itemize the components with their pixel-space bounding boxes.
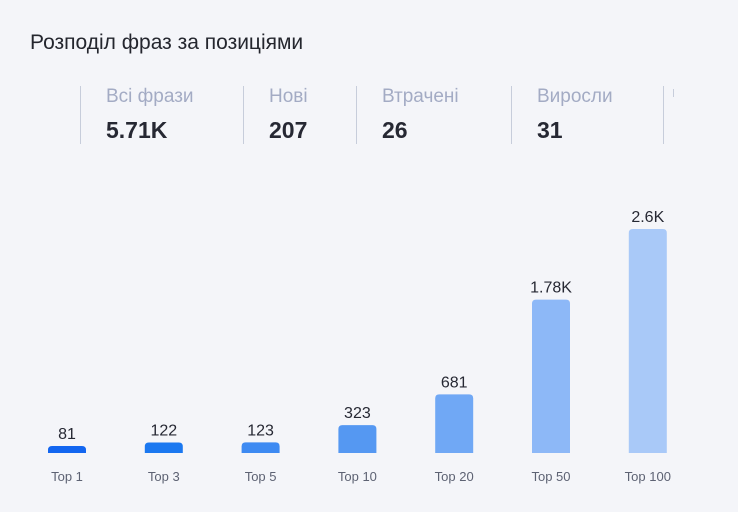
bar-top-100[interactable] bbox=[628, 229, 667, 453]
data-label: 1.78K bbox=[530, 280, 572, 297]
bar-top-5[interactable] bbox=[241, 442, 280, 453]
chart-title: Розподіл фраз за позиціями bbox=[30, 31, 304, 54]
data-label: 122 bbox=[150, 422, 177, 439]
stat-label: Виросли bbox=[537, 86, 613, 107]
category-label: Top 100 bbox=[625, 469, 671, 484]
bar-top-20[interactable] bbox=[435, 394, 474, 453]
stat-value: 207 bbox=[269, 117, 308, 143]
stat-label: Втрачені bbox=[382, 86, 459, 107]
data-label: 681 bbox=[441, 374, 468, 391]
category-label: Top 1 bbox=[51, 469, 83, 484]
stat-new[interactable]: Нові 207 bbox=[243, 86, 308, 144]
category-label: Top 50 bbox=[531, 469, 570, 484]
bar-top-50[interactable] bbox=[532, 299, 570, 453]
data-label: 323 bbox=[344, 405, 371, 422]
bar-top-10[interactable] bbox=[338, 425, 377, 453]
stat-label: Всі фрази bbox=[106, 86, 194, 107]
category-label: Top 20 bbox=[435, 469, 474, 484]
stat-all-phrases[interactable]: Всі фрази 5.71K bbox=[80, 86, 194, 144]
data-label: 2.6K bbox=[631, 209, 664, 226]
stat-value: 31 bbox=[537, 117, 563, 143]
category-label: Top 10 bbox=[338, 469, 377, 484]
category-label: Top 5 bbox=[245, 469, 277, 484]
stat-divider-partial bbox=[673, 89, 674, 97]
data-label: 81 bbox=[58, 426, 76, 443]
stat-divider bbox=[663, 86, 664, 144]
category-label: Top 3 bbox=[148, 469, 180, 484]
stat-value: 5.71K bbox=[106, 117, 168, 143]
bar-top-1[interactable] bbox=[48, 446, 86, 453]
stat-label: Нові bbox=[269, 86, 308, 107]
bar-top-3[interactable] bbox=[144, 442, 183, 453]
stat-lost[interactable]: Втрачені 26 bbox=[356, 86, 459, 144]
stat-value: 26 bbox=[382, 117, 408, 143]
stat-grew[interactable]: Виросли 31 bbox=[511, 86, 613, 144]
data-label: 123 bbox=[247, 422, 274, 439]
